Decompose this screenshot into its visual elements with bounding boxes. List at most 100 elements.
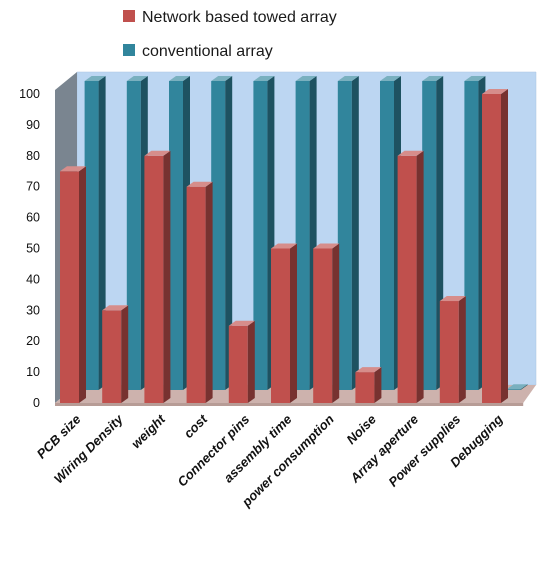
conventional-bar-4-front: [211, 81, 226, 390]
conventional-bar-5-front: [253, 81, 268, 390]
network-bar-4: [186, 181, 213, 403]
floor-edge: [55, 403, 524, 406]
y-tick-label: 20: [26, 334, 40, 348]
network-bar-2-top: [102, 305, 129, 311]
network-bar-8-top: [355, 367, 382, 373]
conventional-bar-2-top: [126, 76, 148, 81]
y-tick-label: 60: [26, 211, 40, 225]
network-bar-5-front: [228, 325, 248, 403]
conventional-array-bars: [84, 76, 528, 390]
network-bar-3-top: [144, 150, 171, 156]
network-bar-9-side: [416, 150, 424, 403]
network-bar-6-side: [290, 243, 297, 403]
network-bar-8: [355, 367, 382, 403]
conventional-bar-11-top: [506, 384, 528, 390]
conventional-bar-7: [337, 76, 359, 390]
conventional-bar-10-front: [464, 81, 479, 390]
conventional-bar-9-top: [422, 76, 444, 81]
conventional-bar-1: [84, 76, 106, 390]
conventional-bar-2: [126, 76, 148, 390]
network-bar-11: [482, 89, 508, 403]
network-bar-8-side: [374, 367, 382, 403]
conventional-bar-1-front: [84, 81, 99, 390]
network-bar-11-top: [482, 89, 508, 94]
x-tick-label: Noise: [343, 412, 379, 448]
legend-label-network: Network based towed array: [142, 9, 337, 26]
network-bar-1-side: [79, 166, 86, 403]
x-tick-label: Connector pins: [174, 412, 252, 490]
legend-label-conventional: conventional array: [142, 43, 273, 60]
x-tick-label: cost: [181, 411, 211, 441]
network-bar-6-front: [271, 248, 290, 403]
y-tick-label: 80: [26, 149, 40, 163]
network-bar-4-side: [205, 181, 213, 403]
network-bar-7-side: [332, 243, 340, 403]
network-bar-6-top: [271, 243, 297, 249]
legend-swatch-network: [123, 10, 135, 22]
network-bar-2: [102, 305, 129, 403]
network-bar-6: [271, 243, 297, 403]
network-bar-3: [144, 150, 171, 403]
network-bar-10: [439, 296, 466, 403]
conventional-bar-11-front: [506, 389, 521, 390]
y-tick-label: 0: [33, 396, 40, 410]
y-tick-label: 90: [26, 118, 40, 132]
conventional-bar-6-top: [295, 76, 317, 81]
network-bar-1-front: [60, 171, 79, 403]
network-bar-5-side: [247, 320, 255, 403]
network-bar-9: [397, 150, 424, 403]
network-bar-5: [228, 320, 255, 403]
network-bar-8-front: [355, 372, 375, 403]
y-tick-label: 50: [26, 242, 40, 256]
conventional-bar-11-side: [520, 384, 528, 390]
conventional-bar-3-top: [169, 76, 190, 81]
y-tick-label: 70: [26, 180, 40, 194]
conventional-bar-10-top: [464, 76, 486, 81]
legend-swatch-conventional: [123, 44, 135, 56]
network-bar-10-side: [458, 296, 466, 403]
network-bar-11-side: [501, 89, 508, 403]
network-bar-1-top: [60, 166, 86, 172]
network-bar-5-top: [228, 320, 255, 326]
conventional-bar-7-front: [337, 81, 352, 390]
network-bar-7: [313, 243, 340, 403]
network-bar-9-top: [397, 150, 424, 156]
network-bar-11-front: [482, 94, 501, 403]
network-bar-2-front: [102, 310, 122, 403]
network-array-bars: [60, 89, 508, 403]
network-bar-4-top: [186, 181, 213, 187]
conventional-bar-8-front: [380, 81, 394, 390]
conventional-bar-5-top: [253, 76, 275, 81]
x-tick-label: Power supplies: [385, 412, 463, 490]
network-bar-9-front: [397, 155, 417, 403]
network-bar-4-front: [186, 186, 206, 403]
network-bar-10-top: [439, 296, 466, 302]
y-tick-label: 10: [26, 365, 40, 379]
network-bar-7-front: [313, 248, 333, 403]
conventional-bar-1-top: [84, 76, 106, 81]
y-tick-label: 40: [26, 272, 40, 286]
network-bar-3-side: [163, 150, 171, 403]
conventional-bar-7-top: [337, 76, 359, 81]
conventional-bar-6-front: [295, 81, 310, 390]
network-bar-1: [60, 166, 86, 403]
y-axis-ticks: 0 10 20 30 40 50 60 70 80 90 100: [19, 87, 40, 410]
network-bar-10-front: [439, 301, 459, 403]
conventional-bar-9-front: [422, 81, 437, 390]
conventional-bar-3: [169, 76, 190, 390]
conventional-bar-8-top: [380, 76, 401, 81]
conventional-bar-4: [211, 76, 233, 390]
network-bar-2-side: [121, 305, 129, 403]
x-tick-label: weight: [128, 411, 168, 451]
conventional-bar-11: [506, 384, 528, 390]
conventional-bar-4-side: [225, 76, 233, 390]
y-tick-label: 30: [26, 303, 40, 317]
conventional-bar-7-side: [351, 76, 359, 390]
conventional-bar-4-top: [211, 76, 233, 81]
network-bar-3-front: [144, 155, 164, 403]
conventional-bar-2-front: [126, 81, 141, 390]
y-tick-label: 100: [19, 87, 40, 101]
legend: Network based towed array conventional a…: [123, 9, 337, 60]
